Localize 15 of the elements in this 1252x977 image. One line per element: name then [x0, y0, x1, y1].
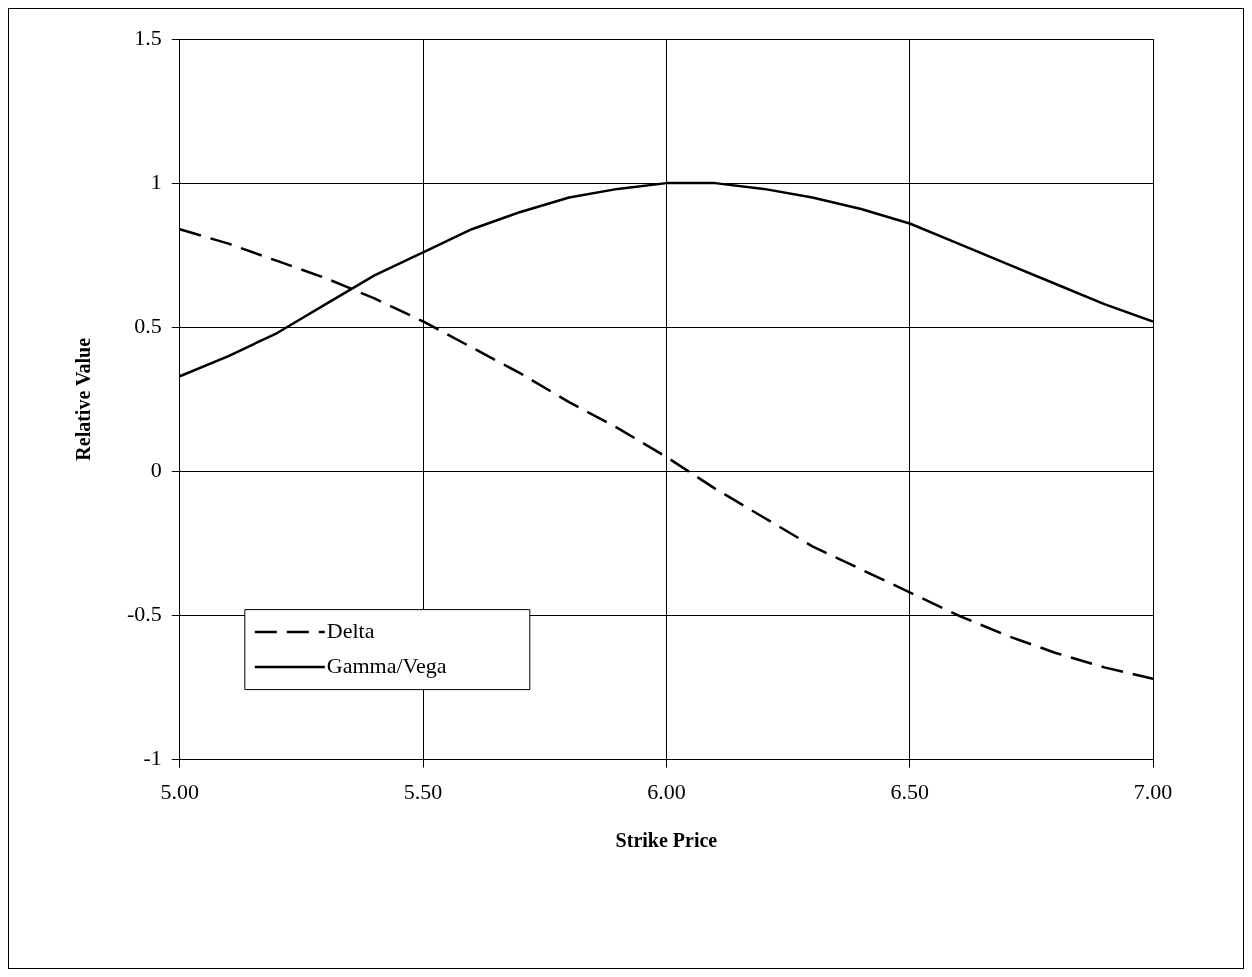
- y-tick-label: 0.5: [134, 313, 162, 339]
- y-tick-label: 0: [150, 457, 162, 483]
- x-tick-label: 6.00: [647, 778, 686, 804]
- x-tick-label: 7.00: [1133, 778, 1173, 804]
- y-tick-label: 1: [150, 168, 162, 194]
- x-tick-label: 5.50: [403, 778, 443, 804]
- x-tick-label: 5.00: [160, 778, 200, 804]
- x-tick-label: 6.50: [890, 778, 929, 804]
- x-axis-title: Strike Price: [615, 829, 718, 852]
- y-axis-title: Relative Value: [72, 337, 95, 461]
- y-tick-label: 1.5: [134, 24, 162, 50]
- y-tick-label: -0.5: [127, 601, 162, 627]
- y-tick-label: -1: [143, 745, 162, 771]
- legend-label: Gamma/Vega: [326, 652, 447, 678]
- legend-label: Delta: [326, 617, 375, 643]
